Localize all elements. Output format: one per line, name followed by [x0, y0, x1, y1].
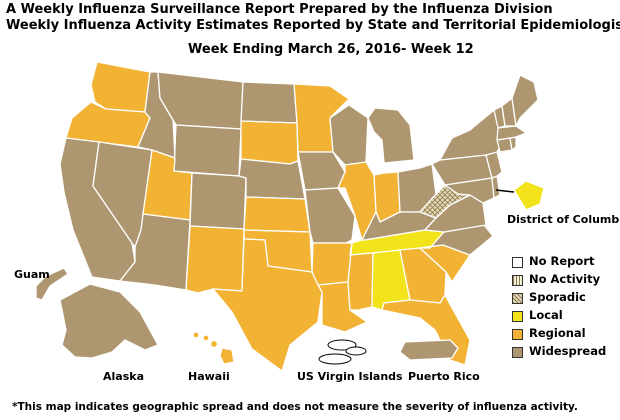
state-ks	[243, 196, 311, 233]
hawaii-island-3	[209, 339, 219, 349]
guam-shape	[35, 267, 69, 301]
state-il	[337, 161, 377, 241]
state-sd	[240, 120, 299, 165]
state-me	[511, 74, 539, 127]
state-nm	[185, 225, 245, 294]
title-line-2: Weekly Influenza Activity Estimates Repo…	[6, 18, 620, 33]
week-line: Week Ending March 26, 2016- Week 12	[188, 42, 474, 57]
legend-label: Sporadic	[529, 290, 586, 304]
dc-connector	[495, 189, 515, 193]
legend-label: No Report	[529, 254, 595, 268]
label-dc: District of Columbia	[507, 213, 620, 226]
state-de	[491, 175, 501, 199]
state-ar	[311, 242, 353, 286]
state-ak	[59, 283, 159, 359]
usvi-island-3	[318, 353, 352, 365]
state-mo	[304, 187, 356, 244]
dc-inset	[513, 180, 545, 211]
state-mi	[367, 107, 415, 164]
state-wa	[90, 61, 151, 113]
legend-swatch-local	[512, 311, 523, 322]
label-usvi: US Virgin Islands	[297, 370, 403, 383]
state-ny	[439, 109, 505, 161]
legend-label: Regional	[529, 326, 586, 340]
puerto-rico-shape	[399, 339, 459, 361]
state-ma	[496, 125, 527, 141]
hawaii-island-4	[219, 347, 235, 365]
usvi-group	[318, 339, 367, 365]
state-hi-group	[192, 331, 235, 365]
footnote: *This map indicates geographic spread an…	[12, 401, 578, 413]
state-nd	[240, 81, 298, 124]
hawaii-island-2	[202, 334, 210, 342]
label-hawaii: Hawaii	[188, 370, 230, 383]
legend-label: No Activity	[529, 272, 601, 286]
state-wy	[173, 124, 242, 177]
legend-swatch-no-report	[512, 257, 523, 268]
legend-swatch-no-activity	[512, 275, 523, 286]
usvi-island-2	[345, 346, 367, 356]
label-puerto-rico: Puerto Rico	[408, 370, 480, 383]
label-guam: Guam	[14, 268, 50, 281]
usvi-island-1	[327, 339, 357, 351]
legend-swatch-regional	[512, 329, 523, 340]
legend-swatch-widespread	[512, 347, 523, 358]
state-tx	[212, 238, 323, 372]
title-line-1: A Weekly Influenza Surveillance Report P…	[6, 2, 553, 17]
legend-swatch-sporadic	[512, 293, 523, 304]
legend-label: Local	[529, 308, 563, 322]
state-ne	[238, 158, 306, 200]
legend-label: Widespread	[529, 344, 607, 358]
state-co	[189, 172, 247, 230]
label-alaska: Alaska	[103, 370, 144, 383]
hawaii-island-1	[192, 331, 200, 339]
